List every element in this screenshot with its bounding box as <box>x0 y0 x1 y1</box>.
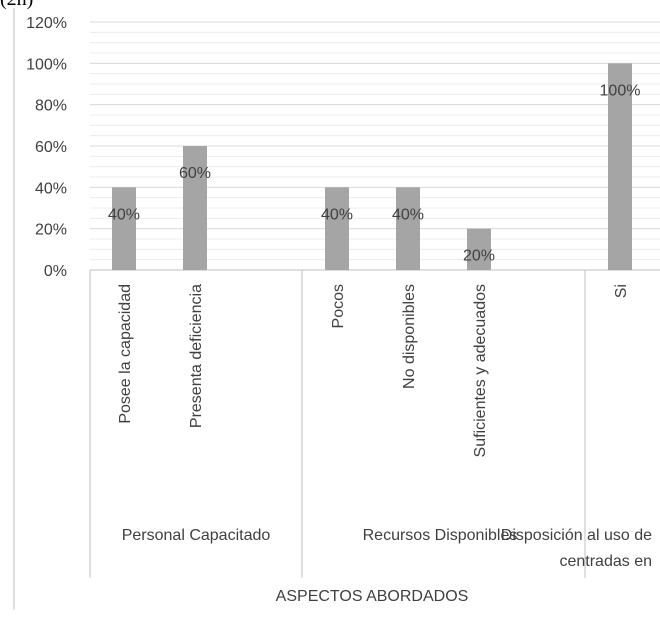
bar <box>396 187 420 270</box>
category-label: Si <box>613 284 630 298</box>
category-label: Suficientes y adecuados <box>472 284 489 457</box>
y-tick-label: 80% <box>35 98 67 115</box>
group-label-line2: centradas en <box>559 553 652 570</box>
y-tick-label: 40% <box>35 180 67 197</box>
y-tick-label: 20% <box>35 222 67 239</box>
bar <box>112 187 136 270</box>
bar <box>183 146 207 270</box>
group-label: Personal Capacitado <box>122 527 271 544</box>
y-tick-label: 100% <box>26 56 67 73</box>
group-label: Recursos Disponibles <box>363 527 518 544</box>
category-label: Posee la capacidad <box>117 284 134 424</box>
data-label: 40% <box>108 206 140 223</box>
data-label: 40% <box>392 206 424 223</box>
data-label: 20% <box>463 248 495 265</box>
category-label: No disponibles <box>401 284 418 389</box>
bar <box>325 187 349 270</box>
y-tick-label: 0% <box>44 263 67 280</box>
bar <box>467 228 491 270</box>
y-tick-label: 60% <box>35 139 67 156</box>
category-label: Presenta deficiencia <box>188 284 205 428</box>
group-label: Disposición al uso de <box>501 527 652 544</box>
category-label: Pocos <box>330 284 347 328</box>
data-label: 100% <box>600 82 641 99</box>
bar <box>608 63 632 271</box>
x-axis-title: ASPECTOS ABORDADOS <box>276 588 469 605</box>
top-text-fragment: (2h) <box>0 0 33 11</box>
data-label: 40% <box>321 206 353 223</box>
data-label: 60% <box>179 165 211 182</box>
y-tick-label: 120% <box>26 15 67 32</box>
